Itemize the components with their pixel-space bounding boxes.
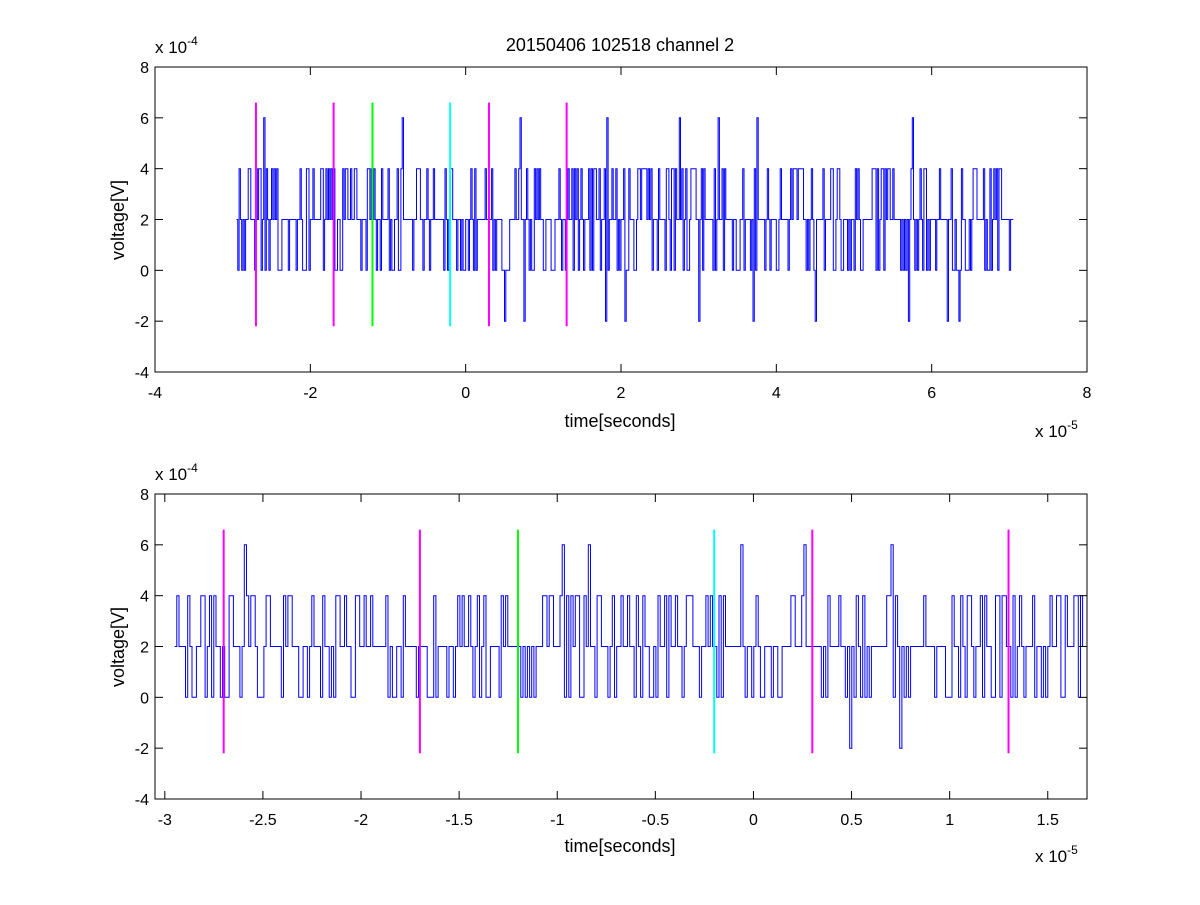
top-y-tick-label: 0 (140, 263, 149, 280)
top-y-tick-label: 4 (140, 162, 149, 179)
top-x-tick-label: 2 (617, 385, 626, 402)
top-signal-trace (236, 117, 1014, 322)
bottom-signal-trace (174, 544, 1088, 749)
bottom-x-tick-label: -3 (158, 812, 172, 829)
bottom-y-exponent: x 10-4 (155, 461, 198, 484)
top-ticks: -4 -2 0 2 4 6 8 -4 -2 0 2 4 6 8 (135, 60, 1092, 402)
top-plot-area (236, 102, 1014, 327)
top-x-tick-label: 8 (1083, 385, 1092, 402)
bottom-y-tick-label: 0 (140, 690, 149, 707)
bottom-x-tick-label: 1.5 (1037, 812, 1059, 829)
bottom-y-axis-label: voltage[V] (108, 607, 128, 687)
top-y-exponent: x 10-4 (155, 34, 198, 57)
bottom-y-tick-label: -4 (135, 792, 149, 809)
top-y-axis-label: voltage[V] (108, 180, 128, 260)
top-x-exponent: x 10-5 (1035, 418, 1078, 441)
bottom-x-axis-label: time[seconds] (564, 836, 675, 856)
bottom-x-tick-label: 0.5 (840, 812, 862, 829)
bottom-x-tick-label: -2.5 (249, 812, 277, 829)
bottom-x-exponent: x 10-5 (1035, 843, 1078, 866)
bottom-ticks: -3 -2.5 -2 -1.5 -1 -0.5 0 0.5 1 1.5 -4 -2 0 2 4 6 8 (135, 487, 1087, 829)
top-x-tick-label: 6 (927, 385, 936, 402)
top-x-tick-label: 0 (461, 385, 470, 402)
top-y-tick-label: 8 (140, 60, 149, 77)
top-x-tick-label: -2 (303, 385, 317, 402)
top-y-tick-label: 6 (140, 111, 149, 128)
top-x-tick-label: -4 (148, 385, 162, 402)
bottom-x-tick-label: -1.5 (445, 812, 473, 829)
bottom-y-tick-label: 2 (140, 640, 149, 657)
bottom-subplot: -3 -2.5 -2 -1.5 -1 -0.5 0 0.5 1 1.5 -4 -2 0 2 4 6 8 time… (108, 461, 1088, 866)
bottom-y-tick-label: 8 (140, 487, 149, 504)
bottom-y-tick-label: -2 (135, 741, 149, 758)
top-y-tick-label: 2 (140, 213, 149, 230)
top-subplot: 20150406 102518 channel 2 -4 -2 0 2 4 6 8 -4 -2 0… (108, 34, 1092, 441)
top-y-tick-label: -2 (135, 314, 149, 331)
bottom-y-tick-label: 4 (140, 589, 149, 606)
bottom-x-tick-label: 1 (945, 812, 954, 829)
bottom-x-tick-label: 0 (749, 812, 758, 829)
bottom-x-tick-label: -1 (550, 812, 564, 829)
top-y-tick-label: -4 (135, 365, 149, 382)
bottom-y-tick-label: 6 (140, 538, 149, 555)
bottom-x-tick-label: -0.5 (642, 812, 670, 829)
top-x-tick-label: 4 (772, 385, 781, 402)
chart-title: 20150406 102518 channel 2 (506, 35, 734, 55)
top-x-axis-label: time[seconds] (564, 411, 675, 431)
bottom-plot-area (174, 529, 1088, 754)
bottom-x-tick-label: -2 (354, 812, 368, 829)
